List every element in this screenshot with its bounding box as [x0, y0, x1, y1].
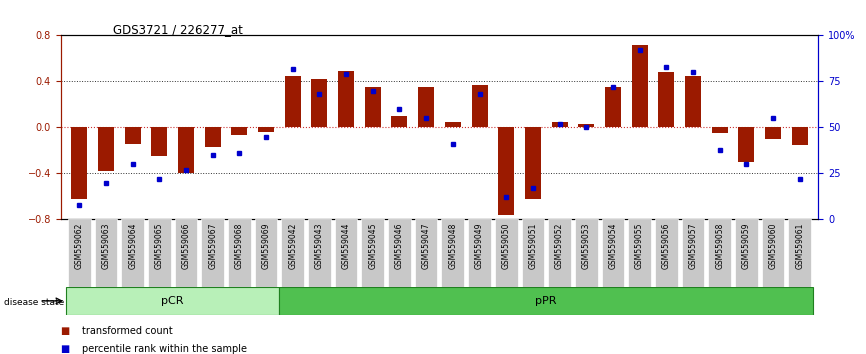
Text: ■: ■ — [61, 326, 70, 336]
FancyBboxPatch shape — [655, 219, 677, 287]
Bar — [204, 127, 221, 147]
Text: GSM559054: GSM559054 — [609, 223, 617, 269]
Text: GSM559047: GSM559047 — [422, 223, 430, 269]
Text: GSM559066: GSM559066 — [182, 223, 191, 269]
Text: GSM559055: GSM559055 — [635, 223, 644, 269]
Bar — [125, 127, 140, 144]
Bar — [552, 122, 567, 127]
Text: transformed count: transformed count — [82, 326, 173, 336]
FancyBboxPatch shape — [335, 219, 358, 287]
FancyBboxPatch shape — [308, 219, 331, 287]
FancyBboxPatch shape — [415, 219, 437, 287]
Text: pCR: pCR — [161, 296, 184, 306]
FancyBboxPatch shape — [521, 219, 544, 287]
Text: GDS3721 / 226277_at: GDS3721 / 226277_at — [113, 23, 242, 36]
Bar — [71, 127, 87, 199]
FancyBboxPatch shape — [94, 219, 117, 287]
Bar — [578, 124, 594, 127]
FancyBboxPatch shape — [68, 219, 91, 287]
Text: GSM559042: GSM559042 — [288, 223, 297, 269]
Text: GSM559058: GSM559058 — [715, 223, 724, 269]
Bar — [280, 287, 813, 315]
Text: GSM559043: GSM559043 — [315, 223, 324, 269]
Bar — [231, 127, 248, 136]
Bar — [258, 127, 274, 132]
Text: GSM559060: GSM559060 — [768, 223, 778, 269]
Text: pPR: pPR — [535, 296, 557, 306]
Bar — [792, 127, 808, 145]
Bar — [765, 127, 781, 139]
Text: GSM559052: GSM559052 — [555, 223, 564, 269]
Text: GSM559061: GSM559061 — [795, 223, 805, 269]
Bar — [391, 116, 408, 127]
Text: GSM559049: GSM559049 — [475, 223, 484, 269]
Bar — [471, 85, 488, 127]
Text: percentile rank within the sample: percentile rank within the sample — [82, 344, 248, 354]
Text: GSM559050: GSM559050 — [501, 223, 511, 269]
FancyBboxPatch shape — [602, 219, 624, 287]
FancyBboxPatch shape — [469, 219, 491, 287]
FancyBboxPatch shape — [202, 219, 224, 287]
FancyBboxPatch shape — [442, 219, 464, 287]
Text: GSM559056: GSM559056 — [662, 223, 671, 269]
Text: GSM559046: GSM559046 — [395, 223, 404, 269]
Bar — [285, 76, 301, 127]
Text: GSM559064: GSM559064 — [128, 223, 137, 269]
Text: GSM559062: GSM559062 — [74, 223, 84, 269]
Text: GSM559045: GSM559045 — [368, 223, 378, 269]
Bar — [739, 127, 754, 162]
Text: GSM559053: GSM559053 — [582, 223, 591, 269]
Text: GSM559065: GSM559065 — [155, 223, 164, 269]
Text: GSM559051: GSM559051 — [528, 223, 538, 269]
FancyBboxPatch shape — [494, 219, 518, 287]
Bar — [525, 127, 541, 199]
Text: GSM559059: GSM559059 — [742, 223, 751, 269]
Bar — [418, 87, 434, 127]
Text: GSM559048: GSM559048 — [449, 223, 457, 269]
FancyBboxPatch shape — [148, 219, 171, 287]
Bar — [605, 87, 621, 127]
Text: GSM559069: GSM559069 — [262, 223, 270, 269]
Bar — [152, 127, 167, 156]
Bar — [312, 79, 327, 127]
FancyBboxPatch shape — [388, 219, 410, 287]
FancyBboxPatch shape — [735, 219, 758, 287]
FancyBboxPatch shape — [255, 219, 277, 287]
Bar — [712, 127, 727, 133]
FancyBboxPatch shape — [121, 219, 144, 287]
FancyBboxPatch shape — [361, 219, 385, 287]
Text: GSM559044: GSM559044 — [341, 223, 351, 269]
FancyBboxPatch shape — [762, 219, 785, 287]
Text: GSM559067: GSM559067 — [208, 223, 217, 269]
Text: GSM559057: GSM559057 — [688, 223, 697, 269]
Bar — [658, 72, 675, 127]
FancyBboxPatch shape — [175, 219, 197, 287]
Bar — [445, 122, 461, 127]
FancyBboxPatch shape — [548, 219, 571, 287]
Text: GSM559063: GSM559063 — [101, 223, 111, 269]
FancyBboxPatch shape — [708, 219, 731, 287]
Text: GSM559068: GSM559068 — [235, 223, 244, 269]
FancyBboxPatch shape — [575, 219, 598, 287]
Bar — [66, 287, 280, 315]
Bar — [685, 76, 701, 127]
FancyBboxPatch shape — [281, 219, 304, 287]
FancyBboxPatch shape — [228, 219, 251, 287]
Text: ■: ■ — [61, 344, 70, 354]
Bar — [498, 127, 514, 215]
Bar — [178, 127, 194, 173]
FancyBboxPatch shape — [788, 219, 811, 287]
FancyBboxPatch shape — [628, 219, 651, 287]
Bar — [631, 45, 648, 127]
Bar — [365, 87, 381, 127]
Bar — [98, 127, 114, 171]
Bar — [338, 71, 354, 127]
FancyBboxPatch shape — [682, 219, 704, 287]
Text: disease state: disease state — [4, 298, 65, 307]
